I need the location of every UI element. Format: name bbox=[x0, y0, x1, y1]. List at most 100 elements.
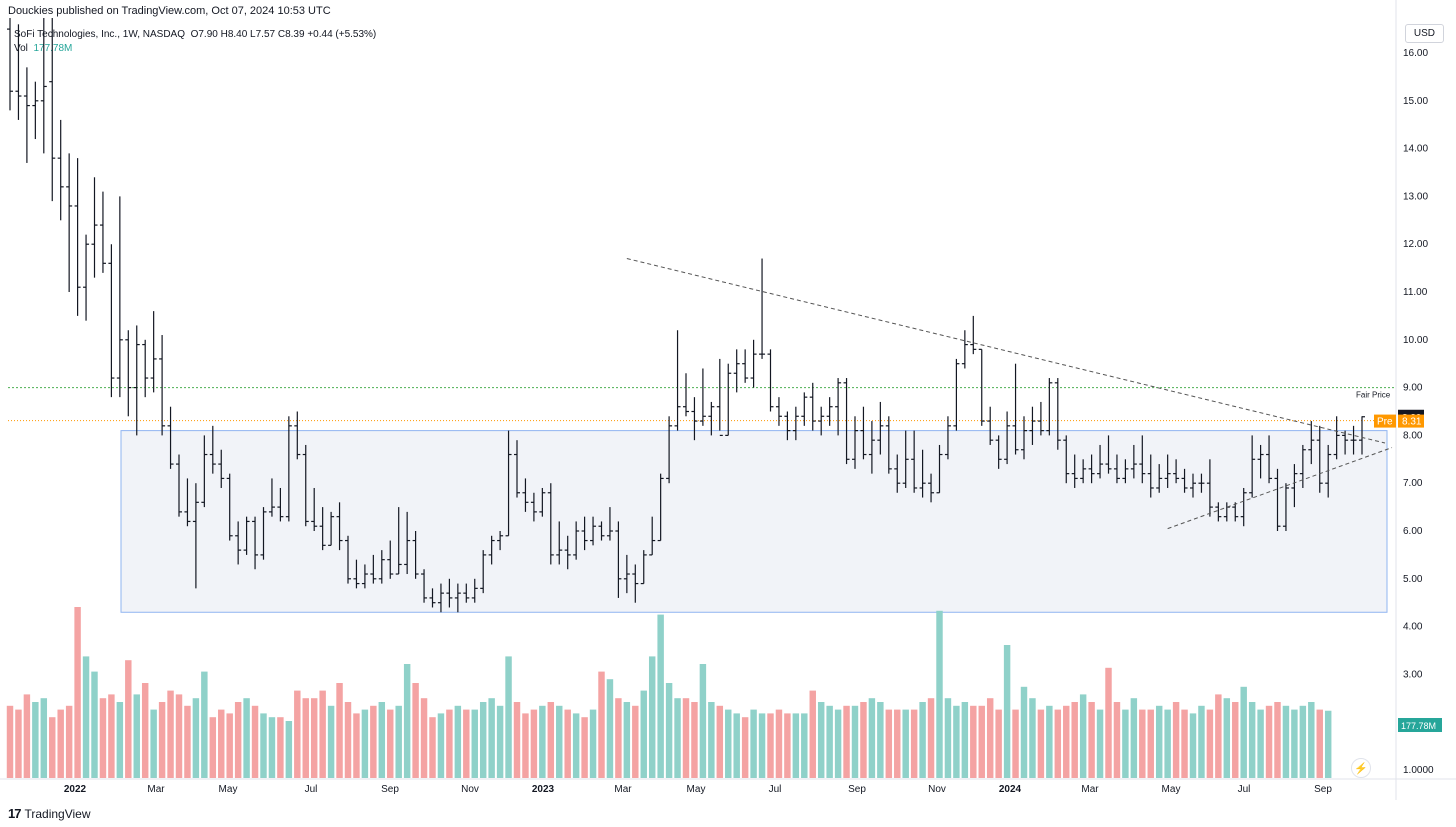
volume-bar bbox=[522, 713, 529, 778]
volume-bar bbox=[353, 713, 360, 778]
volume-bar bbox=[336, 683, 343, 778]
ohlc-bar bbox=[640, 550, 647, 585]
volume-bar bbox=[167, 690, 174, 778]
ohlc-bar bbox=[497, 531, 504, 551]
volume-bar bbox=[234, 702, 242, 778]
volume-bar bbox=[1054, 709, 1062, 778]
price-tick-label: 6.00 bbox=[1403, 526, 1423, 537]
currency-button[interactable]: USD bbox=[1404, 24, 1444, 43]
tv-logo-icon: 17 bbox=[8, 806, 22, 821]
lightning-icon[interactable]: ⚡ bbox=[1351, 758, 1371, 778]
ohlc-bar bbox=[539, 487, 546, 517]
price-tick-label: 16.00 bbox=[1403, 48, 1428, 59]
ohlc-bar bbox=[911, 430, 918, 493]
time-tick-label: Sep bbox=[381, 784, 399, 795]
pre-price-badge bbox=[1398, 414, 1424, 428]
ohlc-bar bbox=[446, 578, 453, 608]
ohlc-bar bbox=[404, 511, 411, 575]
ohlc-bar bbox=[1012, 363, 1019, 455]
ohlc-bar bbox=[243, 516, 250, 555]
volume-bar bbox=[581, 717, 588, 778]
ohlc-bar bbox=[268, 478, 275, 517]
ohlc-bar bbox=[961, 330, 968, 369]
volume-bar bbox=[877, 702, 884, 778]
volume-bar bbox=[1046, 705, 1053, 778]
ohlc-bar bbox=[894, 454, 901, 493]
ohlc-bar bbox=[944, 416, 951, 460]
volume-bar bbox=[784, 713, 791, 778]
symbol-name[interactable]: SoFi Technologies, Inc., 1W, NASDAQ bbox=[14, 29, 186, 40]
volume-bar bbox=[961, 702, 969, 778]
ohlc-bar bbox=[826, 397, 833, 426]
ohlc-bar bbox=[725, 363, 732, 436]
tradingview-logo[interactable]: 17 TradingView bbox=[8, 806, 91, 821]
ohlc-bar bbox=[15, 24, 22, 120]
volume-bar bbox=[640, 690, 647, 778]
ohlc-values: O7.90 H8.40 L7.57 C8.39 +0.44 (+5.53%) bbox=[190, 29, 377, 40]
ohlc-bar bbox=[116, 196, 123, 398]
price-tick-label: 5.00 bbox=[1403, 574, 1423, 585]
volume-bar bbox=[218, 709, 225, 778]
volume-bar bbox=[412, 683, 419, 778]
volume-bar bbox=[741, 717, 749, 778]
ohlc-bar bbox=[488, 535, 495, 565]
volume-bar bbox=[894, 709, 901, 778]
volume-bar bbox=[49, 717, 56, 778]
volume-bar bbox=[792, 713, 800, 778]
volume-bar bbox=[598, 671, 605, 778]
ohlc-bar bbox=[792, 406, 799, 441]
price-tick-label: 8.00 bbox=[1403, 430, 1423, 441]
ohlc-bar bbox=[378, 550, 385, 584]
volume-bar bbox=[201, 671, 208, 778]
ohlc-bar bbox=[1063, 435, 1070, 484]
volume-bar bbox=[488, 698, 495, 778]
volume-bar bbox=[1071, 702, 1078, 778]
volume-bar bbox=[589, 709, 597, 778]
ohlc-bar bbox=[226, 473, 233, 541]
volume-bar bbox=[344, 702, 352, 778]
ohlc-bar bbox=[1164, 454, 1171, 488]
volume-bar bbox=[463, 709, 470, 778]
ohlc-bar bbox=[615, 521, 622, 598]
ohlc-bar bbox=[1333, 416, 1340, 460]
volume-bar bbox=[539, 705, 546, 778]
volume-bar bbox=[496, 705, 504, 778]
ohlc-bar bbox=[683, 373, 689, 417]
volume-bar bbox=[691, 702, 698, 778]
volume-bar bbox=[74, 607, 81, 778]
ohlc-bar bbox=[463, 583, 470, 603]
time-tick-label: May bbox=[687, 784, 706, 795]
volume-bar bbox=[817, 702, 825, 778]
ohlc-bar bbox=[1054, 378, 1061, 450]
volume-bar bbox=[158, 702, 166, 778]
volume-bar bbox=[1147, 709, 1154, 778]
volume-bar bbox=[1105, 667, 1112, 778]
volume-bar bbox=[1299, 705, 1307, 778]
ohlc-bar bbox=[1004, 411, 1011, 465]
volume-bar bbox=[572, 713, 580, 778]
ohlc-bar bbox=[1147, 454, 1154, 498]
ohlc-bar bbox=[1249, 435, 1256, 498]
ohlc-bar bbox=[716, 358, 723, 436]
ohlc-bar bbox=[74, 158, 81, 316]
ohlc-bar bbox=[192, 483, 199, 589]
volume-bar bbox=[361, 709, 369, 778]
ohlc-bar bbox=[201, 435, 208, 508]
volume-bar bbox=[910, 709, 918, 778]
ohlc-bar bbox=[1215, 502, 1222, 522]
volume-label[interactable]: Vol bbox=[14, 43, 28, 54]
volume-bar bbox=[801, 713, 808, 778]
volume-bar bbox=[471, 709, 478, 778]
ohlc-bar bbox=[184, 478, 191, 527]
volume-bar bbox=[251, 705, 259, 778]
ohlc-bar bbox=[395, 507, 402, 575]
ohlc-bar bbox=[302, 444, 309, 527]
ascending-trendline bbox=[1167, 447, 1393, 530]
price-chart[interactable]: Fair Price 16.00 15.00 14.00 13.00 12.00 11.00… bbox=[0, 0, 1456, 800]
ohlc-bar bbox=[1291, 464, 1298, 508]
ohlc-bar bbox=[277, 487, 284, 522]
ohlc-bar bbox=[1274, 468, 1281, 531]
ohlc-bar bbox=[40, 18, 47, 154]
volume-bar bbox=[23, 694, 31, 778]
volume-bar bbox=[285, 721, 293, 778]
